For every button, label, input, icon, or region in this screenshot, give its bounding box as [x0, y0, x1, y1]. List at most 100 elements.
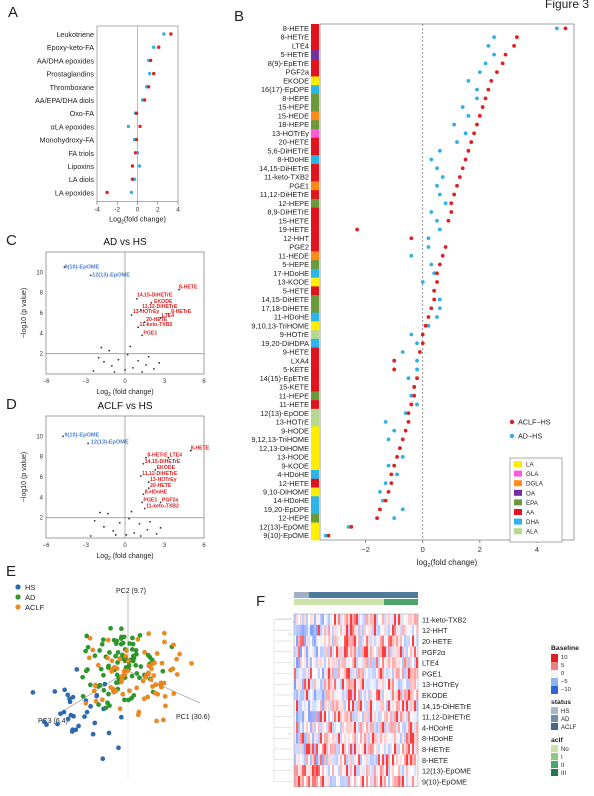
heatmap-cell [352, 614, 355, 625]
heatmap-cell [410, 765, 413, 777]
heatmap-cell [396, 646, 399, 658]
heatmap-cell [312, 668, 315, 679]
heatmap-cell [324, 689, 327, 701]
heatmap-cell [370, 700, 373, 712]
heatmap-cell [414, 657, 417, 669]
aclf-sample-point [109, 668, 115, 674]
heatmap-row-label: PGF2α [422, 648, 446, 657]
heatmap-cell [312, 646, 315, 658]
x-tick-label: 4 [176, 207, 180, 214]
heatmap-cell [334, 668, 337, 679]
volcano-label-up: 14,15-DiHETrE [137, 293, 173, 299]
heatmap-cell [370, 743, 373, 755]
heatmap-cell [398, 722, 401, 733]
heatmap-cell [328, 635, 331, 647]
heatmap-cell [368, 711, 371, 723]
volcano-title: AD vs HS [103, 237, 147, 248]
x-tick-label: 6 [202, 379, 206, 385]
heatmap-cell [366, 732, 369, 744]
mediator-label: 9,10-DiHOME [263, 487, 309, 496]
heatmap-cell [298, 689, 301, 701]
heatmap-cell [400, 700, 403, 712]
heatmap-cell [336, 776, 339, 787]
heatmap-cell [398, 711, 401, 723]
heatmap-cell [322, 689, 325, 701]
heatmap-cell [338, 732, 341, 744]
class-color-cell [311, 225, 319, 235]
aclf-sample-point [86, 655, 92, 661]
heatmap-cell [352, 765, 355, 777]
ad-sample-point [133, 647, 139, 653]
heatmap-cell [358, 711, 361, 723]
heatmap-cell [328, 754, 331, 766]
heatmap-cell [392, 678, 395, 690]
class-color-cell [311, 365, 319, 375]
status-legend-swatch [551, 707, 558, 714]
heatmap-row-label: 12-HHT [422, 626, 448, 635]
baseline-legend-swatch [551, 678, 558, 686]
heatmap-cell [396, 700, 399, 712]
heatmap-cell [378, 754, 381, 766]
heatmap-cell [390, 657, 393, 669]
heatmap-cell [346, 743, 349, 755]
heatmap-cell [348, 732, 351, 744]
ad-point [492, 35, 496, 40]
y-tick-label: 10 [36, 270, 43, 276]
heatmap-cell [338, 657, 341, 669]
heatmap-cell [398, 657, 401, 669]
heatmap-cell [318, 776, 321, 787]
hs-sample-point [55, 721, 61, 727]
heatmap-cell [354, 678, 357, 690]
heatmap-cell [348, 722, 351, 733]
heatmap-cell [366, 635, 369, 647]
hs-sample-point [76, 723, 82, 729]
pc1-label: PC1 (30.6) [176, 714, 210, 721]
heatmap-cell [416, 711, 419, 723]
heatmap-cell [330, 624, 333, 636]
heatmap-cell [352, 624, 355, 636]
heatmap-cell [412, 646, 415, 658]
heatmap-cell [320, 614, 323, 625]
volcano-point [159, 317, 162, 319]
heatmap-cell [340, 732, 343, 744]
heatmap-cell [362, 646, 365, 658]
heatmap-cell [416, 657, 419, 669]
heatmap-cell [352, 678, 355, 690]
heatmap-cell [368, 689, 371, 701]
class-color-cell [311, 111, 319, 121]
ad-point [400, 350, 405, 354]
heatmap-cell [346, 700, 349, 712]
heatmap-cell [356, 624, 359, 636]
ad-point [426, 236, 431, 241]
heatmap-cell [306, 765, 309, 777]
heatmap-cell [332, 657, 335, 669]
heatmap-row-label: 12(13)-EpOME [422, 767, 471, 776]
heatmap-cell [358, 722, 361, 733]
volcano-label-up: LTE4 [162, 313, 174, 319]
heatmap-cell [406, 776, 409, 787]
volcano-point [112, 529, 115, 532]
ad-sample-point [108, 625, 114, 631]
heatmap-cell [394, 732, 397, 744]
heatmap-cell [344, 722, 347, 733]
ad-sample-point [118, 626, 124, 632]
aclf-sample-point [151, 673, 157, 678]
aclf-point [515, 35, 519, 40]
heatmap-cell [302, 754, 305, 766]
heatmap-cell [296, 765, 299, 777]
mediator-label: 15-HEPE [278, 103, 309, 112]
heatmap-cell [410, 754, 413, 766]
ad-sample-point [99, 641, 105, 647]
mediator-label: 11-HDoHE [274, 313, 309, 322]
heatmap-cell [316, 754, 319, 766]
aclf-point [429, 306, 434, 311]
heatmap-cell [400, 711, 403, 723]
mediator-label: 12-HETE [279, 479, 309, 488]
heatmap-cell [302, 732, 305, 744]
heatmap-cell [368, 678, 371, 690]
heatmap-cell [368, 732, 371, 744]
aclf-sample-point [143, 674, 149, 680]
heatmap-cell [354, 732, 357, 744]
heatmap-cell [334, 635, 337, 647]
aclf-sample-point [146, 631, 152, 637]
